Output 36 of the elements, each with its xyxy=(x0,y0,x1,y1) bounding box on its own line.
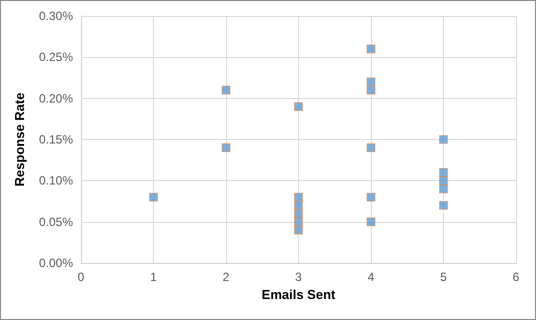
point xyxy=(366,192,376,202)
point xyxy=(439,168,448,177)
point xyxy=(439,201,448,210)
point xyxy=(366,78,376,86)
x-tick-label: 5 xyxy=(440,270,448,284)
y-tick-label: 0.10% xyxy=(38,174,74,188)
point xyxy=(439,176,448,185)
point xyxy=(294,209,303,218)
point xyxy=(222,86,230,94)
point xyxy=(294,226,303,234)
y-tick-label: 0.05% xyxy=(38,214,74,229)
y-tick-label: 0.00% xyxy=(38,256,74,270)
x-axis-title: Emails Sent xyxy=(262,287,336,302)
point xyxy=(294,218,303,226)
x-tick-label: 0 xyxy=(78,270,85,284)
x-tick-label: 3 xyxy=(295,270,302,284)
point xyxy=(294,201,303,210)
y-tick-label: 0.20% xyxy=(38,91,74,106)
y-tick-label: 0.30% xyxy=(38,9,74,23)
point xyxy=(366,44,376,54)
point xyxy=(439,135,448,144)
x-tick-label: 4 xyxy=(368,270,375,284)
point xyxy=(294,102,303,111)
point xyxy=(366,143,376,152)
x-tick-label: 1 xyxy=(150,270,158,284)
point xyxy=(294,192,303,202)
point xyxy=(149,192,158,202)
y-tick-label: 0.25% xyxy=(38,50,74,64)
x-tick-label: 6 xyxy=(512,270,520,284)
point xyxy=(366,218,376,226)
y-axis-title: Response Rate xyxy=(12,92,27,186)
y-tick-label: 0.15% xyxy=(38,132,74,146)
point xyxy=(222,143,230,152)
x-tick-label: 2 xyxy=(222,270,230,284)
point xyxy=(366,86,376,94)
point xyxy=(439,184,448,194)
